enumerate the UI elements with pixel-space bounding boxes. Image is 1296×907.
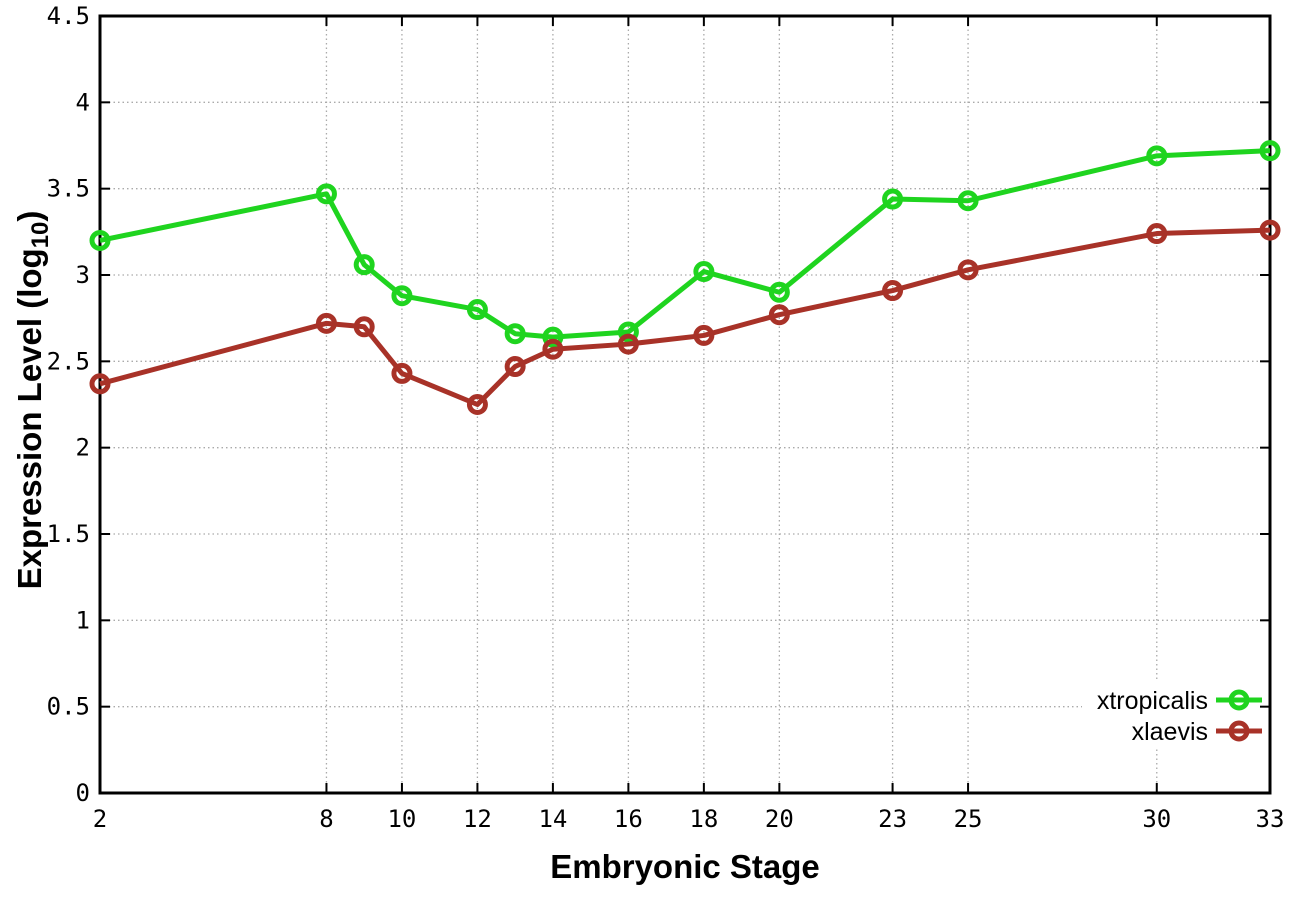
series-marker-xtropicalis [353, 254, 375, 276]
series-marker-xtropicalis [542, 326, 564, 348]
series-marker-xlaevis [768, 304, 790, 326]
y-tick-label: 3 [76, 261, 90, 289]
series-marker-xtropicalis [617, 321, 639, 343]
x-tick-label: 16 [614, 805, 643, 833]
series-marker-xlaevis [1259, 219, 1281, 241]
x-tick-label: 14 [538, 805, 567, 833]
legend-sample-marker-xtropicalis [1228, 689, 1250, 711]
series-marker-xlaevis [1146, 223, 1168, 245]
x-tick-label: 12 [463, 805, 492, 833]
x-tick-label: 18 [689, 805, 718, 833]
series-marker-xtropicalis [768, 281, 790, 303]
y-axis-title-close: ) [11, 210, 48, 222]
x-tick-label: 10 [387, 805, 416, 833]
series-marker-xtropicalis [1259, 140, 1281, 162]
legend-label-xtropicalis: xtropicalis [1097, 687, 1208, 715]
series-marker-xtropicalis [391, 285, 413, 307]
series-marker-xlaevis [504, 356, 526, 378]
y-tick-label: 2 [76, 434, 90, 462]
series-marker-xlaevis [391, 362, 413, 384]
series-line-xlaevis [99, 227, 1271, 407]
y-axis-title-subscript: 10 [27, 221, 54, 249]
y-axis-title: Expression Level (log10) [11, 210, 54, 590]
plot-border [98, 14, 1272, 795]
series-marker-xlaevis [466, 394, 488, 415]
x-axis-title: Embryonic Stage [550, 848, 820, 885]
y-tick-label: 0.5 [47, 693, 90, 721]
series-marker-xlaevis [693, 324, 715, 346]
series-marker-xtropicalis [315, 183, 337, 205]
y-tick-label: 1.5 [47, 520, 90, 548]
series-marker-xlaevis [542, 338, 564, 360]
y-tick-label: 4.5 [47, 2, 90, 30]
x-tick-label: 2 [93, 805, 107, 833]
legend-label-xlaevis: xlaevis [1132, 718, 1208, 746]
series-marker-xtropicalis [504, 323, 526, 345]
series-marker-xlaevis [315, 312, 337, 334]
y-tick-label: 3.5 [47, 175, 90, 203]
y-tick-label: 0 [76, 779, 90, 807]
y-axis-title-main: Expression Level (log [11, 248, 48, 590]
y-tick-label: 4 [76, 88, 90, 116]
series-marker-xtropicalis [693, 261, 715, 283]
y-tick-label: 2.5 [47, 347, 90, 375]
legend-sample-marker-xlaevis [1228, 720, 1250, 742]
series-marker-xtropicalis [957, 190, 979, 212]
x-tick-label: 23 [878, 805, 907, 833]
series-marker-xlaevis [353, 316, 375, 338]
series-marker-xlaevis [957, 259, 979, 281]
series-marker-xlaevis [89, 373, 111, 395]
x-tick-label: 8 [319, 805, 333, 833]
series-marker-xtropicalis [466, 299, 488, 321]
x-tick-label: 30 [1142, 805, 1171, 833]
series-marker-xtropicalis [89, 229, 111, 251]
y-tick-label: 1 [76, 606, 90, 634]
series-marker-xlaevis [882, 280, 904, 302]
series-marker-xtropicalis [882, 188, 904, 210]
x-tick-label: 33 [1256, 805, 1285, 833]
series-marker-xtropicalis [1146, 145, 1168, 167]
x-tick-label: 20 [765, 805, 794, 833]
x-tick-label: 25 [954, 805, 983, 833]
series-marker-xlaevis [617, 333, 639, 355]
